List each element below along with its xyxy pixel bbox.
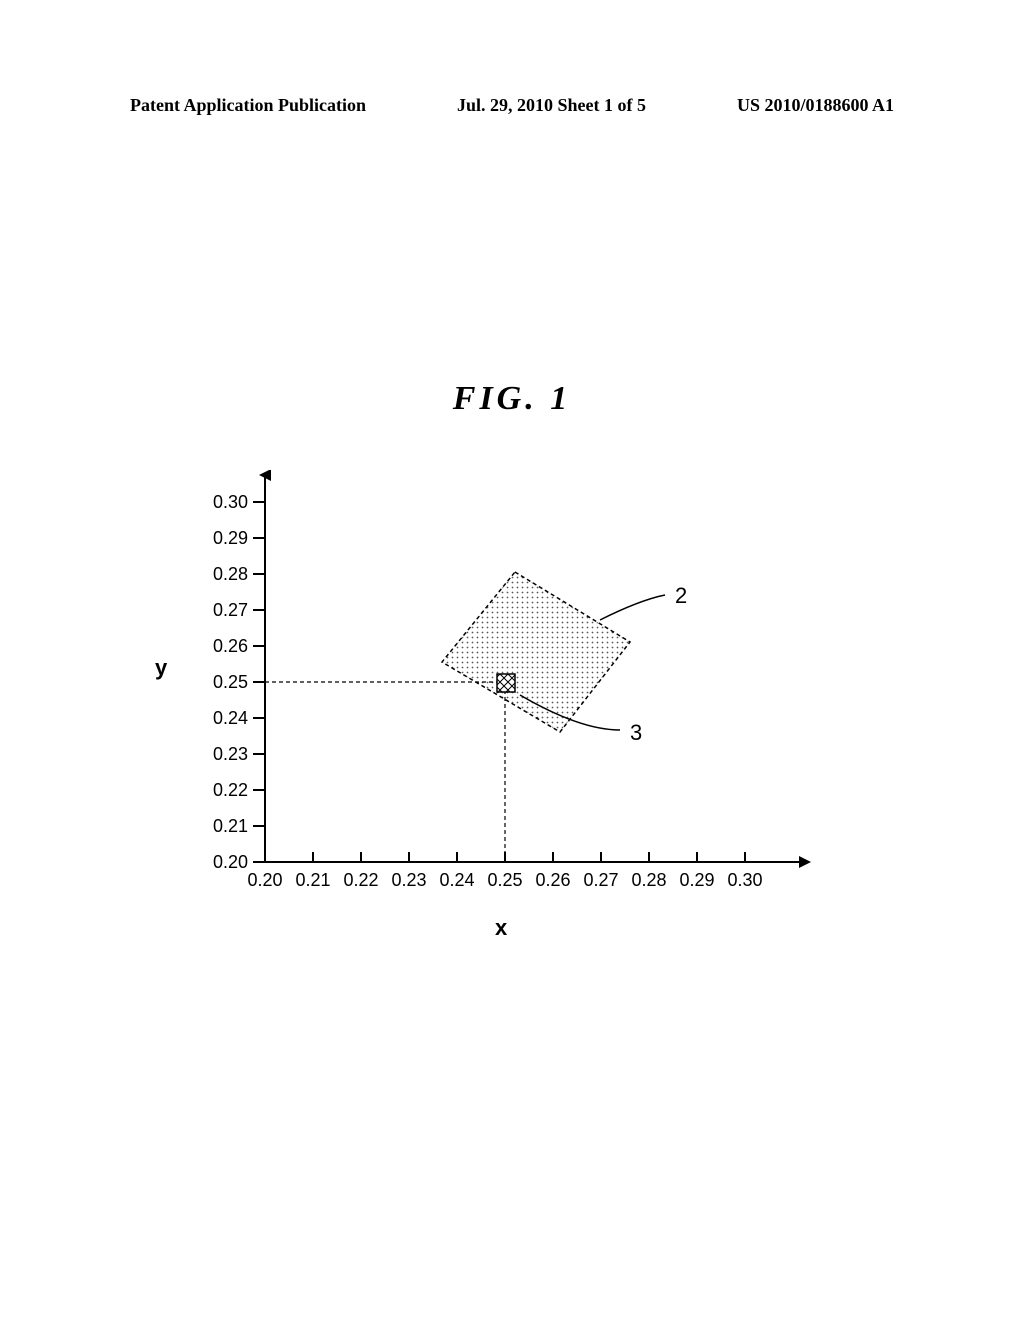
y-tick: 0.21 (200, 816, 265, 836)
x-tick: 0.27 (576, 852, 626, 891)
x-tick: 0.22 (336, 852, 386, 891)
header-date-sheet: Jul. 29, 2010 Sheet 1 of 5 (457, 95, 646, 116)
y-tick: 0.23 (200, 744, 265, 764)
y-axis-label: y (155, 655, 167, 681)
x-tick: 0.26 (528, 852, 578, 891)
x-tick: 0.25 (480, 852, 530, 891)
region-large-diamond (442, 572, 630, 732)
y-tick: 0.28 (200, 564, 265, 584)
x-tick: 0.20 (240, 852, 290, 891)
y-tick: 0.29 (200, 528, 265, 548)
x-tick: 0.21 (288, 852, 338, 891)
header-publication: Patent Application Publication (130, 95, 366, 116)
callout-line-2 (600, 595, 665, 620)
figure-title: FIG. 1 (0, 380, 1024, 418)
y-tick: 0.22 (200, 780, 265, 800)
x-tick: 0.28 (624, 852, 674, 891)
page-header: Patent Application Publication Jul. 29, … (0, 95, 1024, 116)
x-tick: 0.30 (720, 852, 770, 891)
y-tick: 0.30 (200, 492, 265, 512)
y-tick: 0.27 (200, 600, 265, 620)
callout-label-3: 3 (630, 720, 642, 746)
y-tick: 0.24 (200, 708, 265, 728)
y-tick: 0.25 (200, 672, 265, 692)
region-small-square (497, 674, 515, 692)
callout-label-2: 2 (675, 583, 687, 609)
header-patent-number: US 2010/0188600 A1 (737, 95, 894, 116)
y-tick: 0.26 (200, 636, 265, 656)
x-tick: 0.24 (432, 852, 482, 891)
x-tick: 0.23 (384, 852, 434, 891)
chromaticity-chart: y x (200, 470, 800, 920)
x-tick: 0.29 (672, 852, 722, 891)
